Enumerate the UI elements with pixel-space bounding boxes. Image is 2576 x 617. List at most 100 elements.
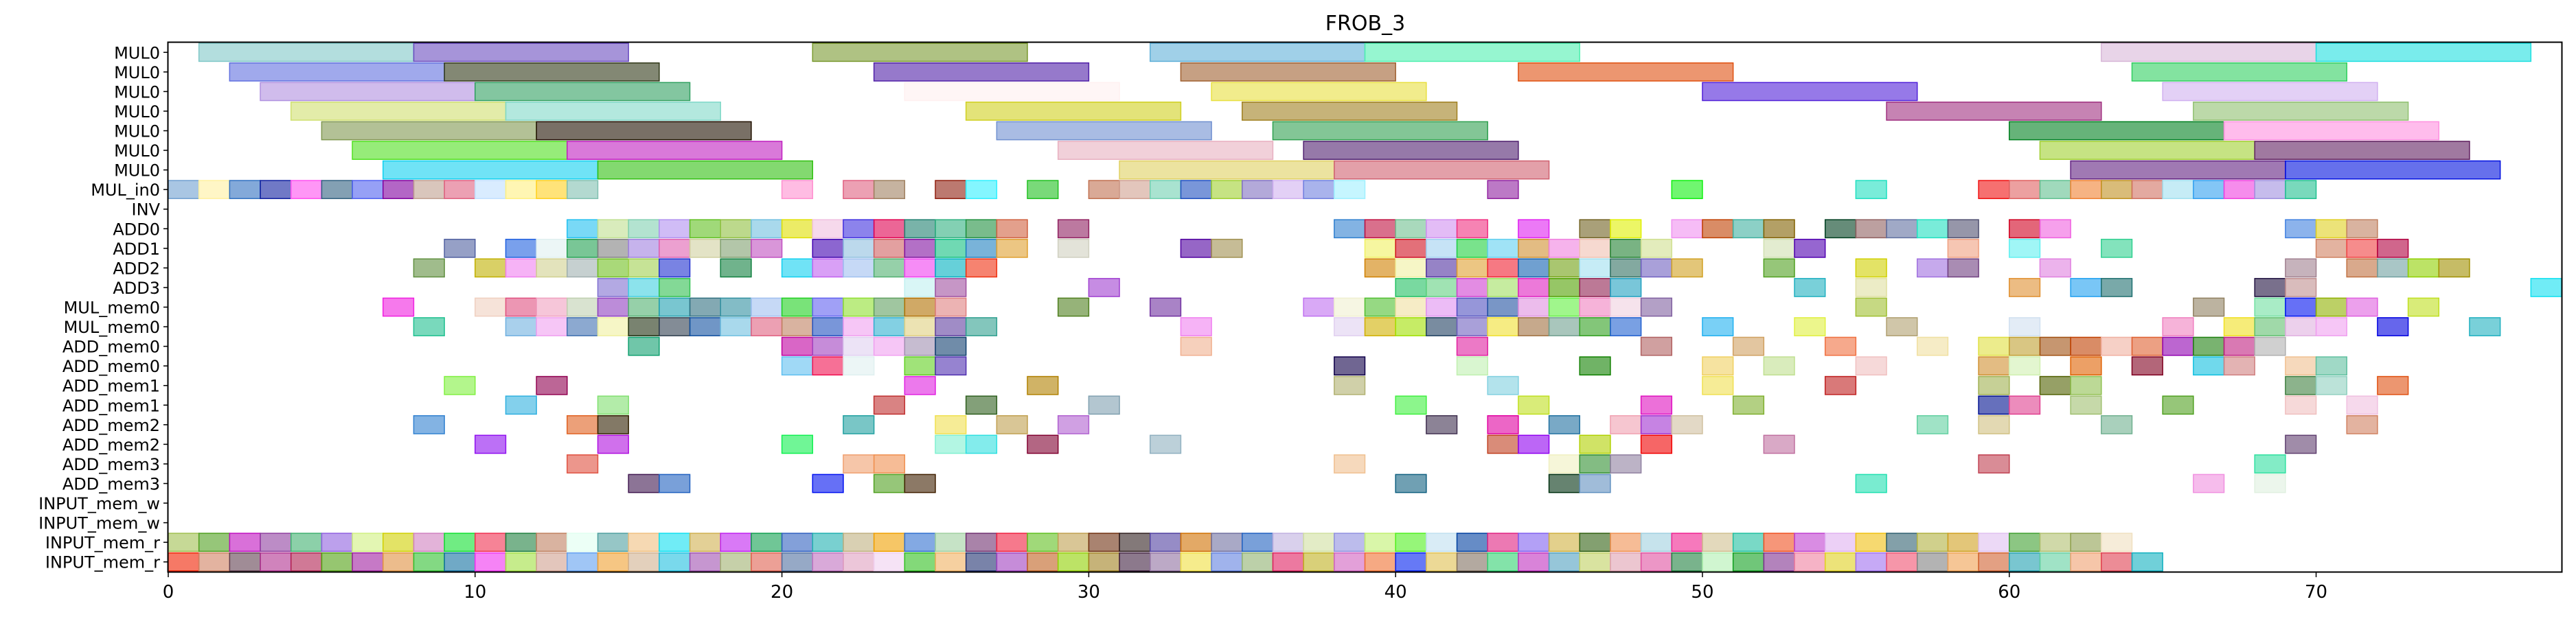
task-bar (597, 160, 814, 180)
task-bar (843, 454, 875, 474)
task-bar (1548, 238, 1581, 258)
task-bar (1610, 297, 1642, 317)
task-bar (2162, 395, 2194, 415)
task-bar (2285, 258, 2317, 278)
task-bar (904, 82, 1120, 102)
task-bar (2070, 395, 2102, 415)
task-bar (229, 533, 261, 552)
task-bar (229, 552, 261, 572)
task-bar (720, 219, 752, 239)
task-bar (873, 317, 906, 336)
task-bar (965, 102, 1182, 121)
task-bar (1395, 219, 1427, 239)
task-bar (413, 552, 445, 572)
task-bar (1671, 415, 1703, 434)
row-label: MUL0 (114, 43, 160, 62)
task-bar (1027, 375, 1059, 395)
task-bar (1548, 552, 1581, 572)
x-tick-label: 30 (1078, 582, 1100, 603)
task-bar (659, 474, 691, 493)
task-bar (2254, 141, 2470, 160)
task-bar (1671, 219, 1703, 239)
task-bar (1610, 552, 1642, 572)
task-bar (198, 180, 231, 200)
task-bar (1978, 336, 2010, 356)
task-bar (1702, 375, 1734, 395)
task-bar (1732, 219, 1765, 239)
task-bar (1272, 552, 1304, 572)
task-bar (1088, 180, 1120, 200)
task-bar (1978, 375, 2010, 395)
task-bar (2285, 297, 2317, 317)
task-bar (812, 238, 844, 258)
row-label: ADD_mem0 (62, 338, 160, 357)
task-bar (1119, 552, 1151, 572)
task-bar (2315, 238, 2347, 258)
task-bar (904, 356, 936, 376)
task-bar (1272, 121, 1488, 141)
task-bar (1855, 180, 1887, 200)
task-bar (873, 62, 1090, 82)
task-bar (1916, 219, 1949, 239)
task-bar (1518, 278, 1550, 297)
task-bar (198, 552, 231, 572)
task-bar (2377, 375, 2409, 395)
x-tick-label: 50 (1691, 582, 1713, 603)
task-bar (1426, 258, 1458, 278)
task-bar (567, 415, 599, 434)
task-bar (781, 297, 814, 317)
task-bar (2131, 356, 2163, 376)
task-bar (1886, 317, 1918, 336)
task-bar (1518, 434, 1550, 454)
task-bar (1057, 533, 1090, 552)
task-bar (2254, 180, 2286, 200)
task-bar (2070, 552, 2102, 572)
task-bar (1579, 474, 1611, 493)
task-bar (1334, 552, 1366, 572)
task-bar (2162, 180, 2194, 200)
task-bar (444, 375, 476, 395)
task-bar (1640, 258, 1673, 278)
task-bar (2285, 356, 2317, 376)
task-bars (168, 43, 2562, 572)
task-bar (2009, 395, 2041, 415)
task-bar (1824, 219, 1857, 239)
task-bar (1916, 415, 1949, 434)
task-bar (843, 533, 875, 552)
task-bar (1119, 180, 1151, 200)
row-label: ADD_mem3 (62, 455, 160, 474)
task-bar (1978, 454, 2010, 474)
task-bar (1548, 454, 1581, 474)
task-bar (1456, 258, 1488, 278)
task-bar (2407, 297, 2440, 317)
task-bar (1579, 533, 1611, 552)
task-bar (1824, 533, 1857, 552)
task-bar (720, 238, 752, 258)
task-bar (567, 552, 599, 572)
task-bar (965, 258, 998, 278)
task-bar (1579, 552, 1611, 572)
task-bar (567, 141, 783, 160)
task-bar (781, 317, 814, 336)
task-bar (597, 278, 629, 297)
task-bar (659, 238, 691, 258)
task-bar (1303, 533, 1335, 552)
task-bar (2070, 278, 2102, 297)
task-bar (1303, 552, 1335, 572)
task-bar (1426, 533, 1458, 552)
task-bar (628, 297, 660, 317)
task-bar (1916, 552, 1949, 572)
task-bar (475, 533, 507, 552)
task-bar (567, 238, 599, 258)
task-bar (2254, 278, 2286, 297)
task-bar (597, 238, 629, 258)
task-bar (1548, 297, 1581, 317)
task-bar (1579, 434, 1611, 454)
task-bar (812, 474, 844, 493)
task-bar (1487, 258, 1519, 278)
task-bar (1211, 533, 1243, 552)
task-bar (1180, 336, 1212, 356)
task-bar (1855, 219, 1887, 239)
task-bar (1334, 160, 1550, 180)
task-bar (2285, 395, 2317, 415)
